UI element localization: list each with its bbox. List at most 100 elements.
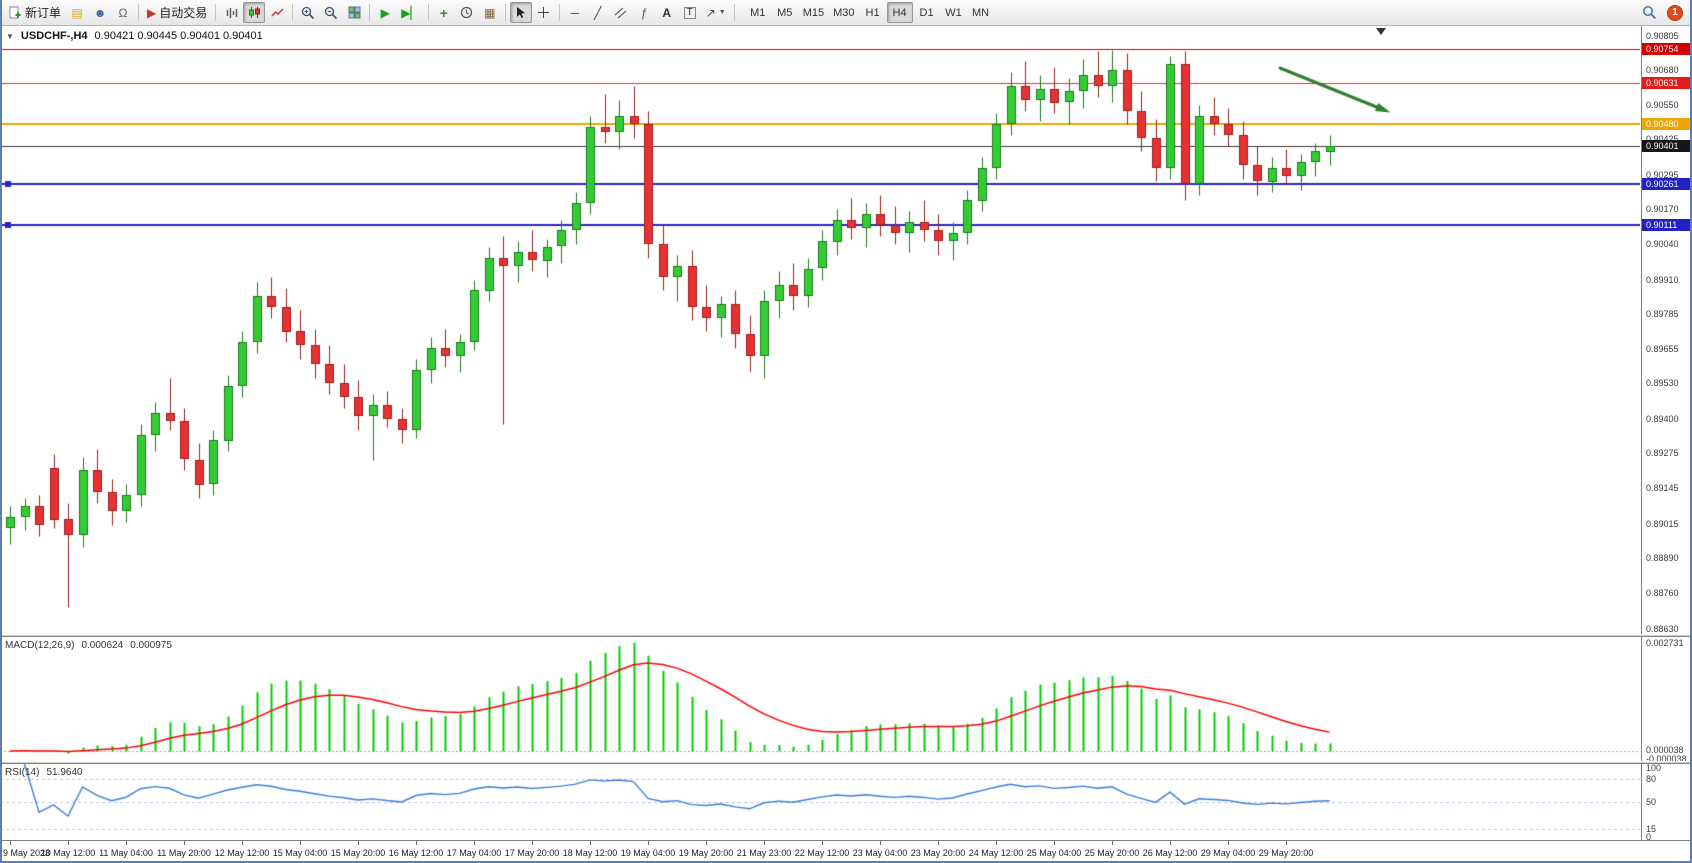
- time-axis-label: 17 May 04:00: [446, 848, 502, 858]
- crosshair-tool-button[interactable]: [533, 2, 555, 23]
- time-axis-tick: [996, 841, 997, 845]
- rsi-axis[interactable]: 100 80 50 15 0: [1641, 763, 1692, 842]
- time-axis-label: 17 May 20:00: [504, 848, 560, 858]
- new-order-button[interactable]: 新订单: [5, 2, 65, 23]
- time-axis-tick: [648, 841, 649, 845]
- time-axis-tick: [10, 841, 11, 845]
- chart-shift-button[interactable]: ▶▏: [397, 2, 423, 23]
- rsi-axis-label: 100: [1646, 763, 1662, 773]
- rsi-axis-label: 15: [1646, 824, 1657, 834]
- time-axis-tick: [532, 841, 533, 845]
- price-axis-label: 0.88760: [1646, 588, 1679, 598]
- templates-button[interactable]: ▦: [479, 2, 501, 23]
- pane-splitter[interactable]: [0, 634, 1692, 637]
- timeframe-m30-button[interactable]: M30: [833, 6, 855, 19]
- label-tool-button[interactable]: T: [679, 2, 701, 23]
- price-axis-label: 0.89015: [1646, 519, 1679, 529]
- support-button[interactable]: Ω: [112, 2, 134, 23]
- tile-windows-button[interactable]: [343, 2, 365, 23]
- time-axis-label: 11 May 20:00: [157, 848, 211, 858]
- timeframe-h4-button[interactable]: H4: [886, 2, 913, 23]
- timeframe-m15-button[interactable]: M15: [802, 6, 825, 19]
- chart-shift-marker[interactable]: [1376, 28, 1386, 35]
- time-axis-label: 29 May 04:00: [1200, 848, 1256, 858]
- price-axis-label: 0.89145: [1646, 483, 1679, 493]
- price-chart-canvas[interactable]: [0, 26, 1640, 634]
- chart-title: ▼ USDCHF-,H4 0.90421 0.90445 0.90401 0.9…: [6, 30, 263, 42]
- headset-icon: Ω: [118, 5, 128, 20]
- time-axis-tick: [358, 841, 359, 845]
- time-axis[interactable]: 9 May 2023 10 May 12:00 11 May 04:00 11 May…: [0, 841, 1692, 863]
- rsi-pane: RSI(14) 51.9640 100 80 50 15 0: [0, 763, 1692, 842]
- zoom-out-button[interactable]: [320, 2, 342, 23]
- bar-chart-mode-button[interactable]: [220, 2, 242, 23]
- time-axis-label: 19 May 20:00: [678, 848, 734, 858]
- time-axis-tick: [1054, 841, 1055, 845]
- price-tag-resistance-upper: 0.90754: [1642, 43, 1692, 55]
- time-axis-tick: [880, 841, 881, 845]
- crosshair-icon: [538, 7, 550, 18]
- price-axis-label: 0.90170: [1646, 204, 1679, 214]
- time-axis-tick: [1170, 841, 1171, 845]
- search-button[interactable]: [1638, 2, 1661, 23]
- one-click-trading-toggle[interactable]: ▼: [6, 31, 14, 41]
- text-icon: A: [662, 5, 672, 20]
- zoom-in-button[interactable]: [297, 2, 319, 23]
- arrows-tool-button[interactable]: ↗ ▼: [702, 2, 730, 23]
- accounts-button[interactable]: ☻: [89, 2, 111, 23]
- hline-tool-button[interactable]: ─: [564, 2, 586, 23]
- candlestick-mode-button[interactable]: [243, 2, 266, 23]
- auto-scroll-button[interactable]: ▶: [374, 2, 396, 23]
- time-axis-label: 29 May 20:00: [1258, 848, 1314, 858]
- cursor-tool-button[interactable]: [509, 2, 532, 23]
- time-axis-border: [0, 840, 1692, 841]
- price-axis-label: 0.89655: [1646, 344, 1679, 354]
- time-axis-label: 25 May 04:00: [1026, 848, 1082, 858]
- pane-splitter[interactable]: [0, 761, 1692, 764]
- timeframe-w1-button[interactable]: W1: [945, 6, 962, 19]
- timeframe-d1-button[interactable]: D1: [919, 6, 934, 19]
- chart-shift-icon: ▶▏: [401, 5, 420, 20]
- auto-scroll-icon: ▶: [380, 5, 390, 20]
- rsi-name: RSI(14): [5, 767, 40, 778]
- bar-chart-icon: [226, 8, 237, 18]
- rsi-canvas[interactable]: [0, 764, 1640, 840]
- candlestick-icon: [248, 7, 260, 18]
- line-chart-mode-button[interactable]: [266, 2, 288, 23]
- periods-button[interactable]: [456, 2, 478, 23]
- macd-canvas[interactable]: [0, 637, 1640, 761]
- time-axis-label: 23 May 04:00: [852, 848, 908, 858]
- time-axis-label: 15 May 04:00: [272, 848, 328, 858]
- price-tag-pivot-orange: 0.90480: [1642, 118, 1692, 130]
- fibonacci-tool-button[interactable]: ƒ: [633, 2, 655, 23]
- macd-pane: MACD(12,26,9) 0.000624 0.000975 0.002731…: [0, 637, 1692, 764]
- price-axis-label: 0.89400: [1646, 414, 1679, 424]
- zoom-out-icon: [325, 6, 338, 19]
- price-axis[interactable]: 0.90805 0.90680 0.90550 0.90425 0.90295 0.901…: [1641, 26, 1692, 634]
- rsi-value: 51.9640: [46, 767, 83, 778]
- time-axis-label: 9 May 2023: [3, 848, 51, 858]
- rsi-axis-label: 80: [1646, 774, 1657, 784]
- time-axis-label: 26 May 12:00: [1142, 848, 1198, 858]
- text-tool-button[interactable]: A: [656, 2, 678, 23]
- autotrading-button[interactable]: ▶ 自动交易: [143, 2, 211, 23]
- timeframe-h1-button[interactable]: H1: [865, 6, 880, 19]
- timeframe-mn-button[interactable]: MN: [971, 6, 990, 19]
- timeframe-m1-button[interactable]: M1: [750, 6, 766, 19]
- line-chart-icon: [271, 8, 284, 17]
- market-watch-icon: ▤: [71, 5, 83, 20]
- price-tag-current-price: 0.90401: [1642, 140, 1692, 152]
- trendline-tool-button[interactable]: ╱: [587, 2, 609, 23]
- timeframe-m5-button[interactable]: M5: [777, 6, 793, 19]
- macd-axis[interactable]: 0.002731 0.000038 -0.000038: [1641, 637, 1692, 764]
- market-watch-button[interactable]: ▤: [66, 2, 88, 23]
- time-axis-label: 15 May 20:00: [330, 848, 386, 858]
- tile-windows-icon: [348, 6, 361, 19]
- channel-tool-button[interactable]: [610, 2, 632, 23]
- price-axis-label: 0.89275: [1646, 448, 1679, 458]
- indicators-button[interactable]: +: [433, 2, 455, 23]
- notification-badge[interactable]: 1: [1667, 4, 1683, 21]
- price-axis-label: 0.90425: [1646, 134, 1679, 144]
- autotrading-play-icon: ▶: [147, 5, 157, 20]
- time-axis-tick: [1112, 841, 1113, 845]
